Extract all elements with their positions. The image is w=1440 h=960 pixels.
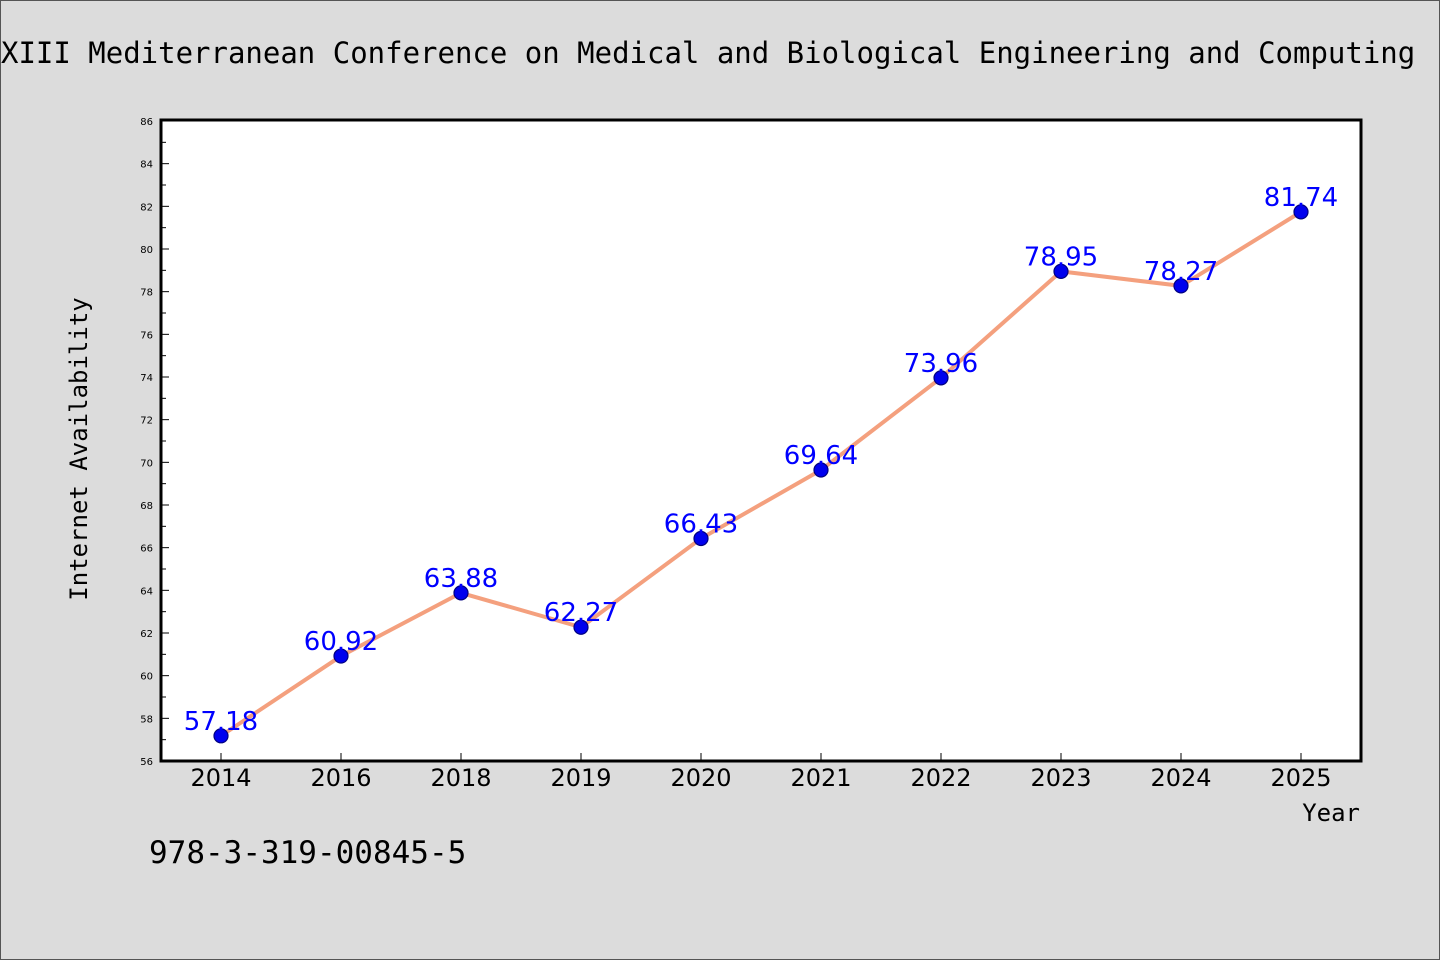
data-label: 73.96 xyxy=(904,349,978,379)
isbn-text: 978-3-319-00845-5 xyxy=(149,835,467,871)
y-tick-label: 74 xyxy=(140,373,153,384)
x-tick-label: 2020 xyxy=(670,764,731,792)
data-label: 62.27 xyxy=(544,598,618,628)
x-tick-label: 2014 xyxy=(190,764,251,792)
data-point-marker xyxy=(333,648,349,664)
y-tick-label: 62 xyxy=(140,629,153,640)
data-label: 66.43 xyxy=(664,509,738,539)
data-point-marker xyxy=(213,728,229,744)
data-label: 63.88 xyxy=(424,564,498,594)
series-line xyxy=(219,209,1303,738)
plot-area xyxy=(159,118,1363,763)
data-point-marker xyxy=(813,462,829,478)
markers-group xyxy=(213,204,1309,744)
y-axis: 56 58 60 62 64 66 68 70 72 74 76 78 80 82 84 86 xyxy=(140,117,169,768)
data-label: 57.18 xyxy=(184,707,258,737)
y-tick-label: 80 xyxy=(140,245,153,256)
data-label: 69.64 xyxy=(784,441,858,471)
x-tick-label: 2024 xyxy=(1150,764,1211,792)
data-point-marker xyxy=(933,370,949,386)
x-tick-label: 2023 xyxy=(1030,764,1091,792)
data-label: 60.92 xyxy=(304,627,378,657)
x-axis-label: Year xyxy=(1302,799,1360,827)
y-tick-label: 56 xyxy=(140,757,153,768)
y-tick-label: 86 xyxy=(140,117,153,128)
data-point-marker xyxy=(573,619,589,635)
y-tick-label: 70 xyxy=(140,458,153,469)
x-axis: 2014 2016 2018 2019 2020 2021 2022 2023 2024 2025 xyxy=(190,753,1332,792)
y-tick-label: 64 xyxy=(140,586,153,597)
data-labels-group: 57.18 60.92 63.88 62.27 66.43 69.64 73.96 78.95… xyxy=(184,183,1338,737)
y-tick-label: 82 xyxy=(140,202,153,213)
series-line-group xyxy=(219,209,1303,738)
y-tick-label: 66 xyxy=(140,544,153,555)
y-tick-label: 68 xyxy=(140,501,153,512)
x-tick-label: 2019 xyxy=(550,764,611,792)
data-label: 81.74 xyxy=(1264,183,1338,213)
data-point-marker xyxy=(1053,263,1069,279)
x-tick-label: 2022 xyxy=(910,764,971,792)
data-point-marker xyxy=(1173,278,1189,294)
x-tick-label: 2018 xyxy=(430,764,491,792)
x-tick-label: 2016 xyxy=(310,764,371,792)
y-tick-label: 84 xyxy=(140,160,153,171)
y-tick-label: 72 xyxy=(140,416,153,427)
data-point-marker xyxy=(453,585,469,601)
y-axis-label: Internet Availability xyxy=(65,297,93,600)
x-tick-label: 2025 xyxy=(1270,764,1331,792)
y-tick-label: 60 xyxy=(140,672,153,683)
data-label: 78.27 xyxy=(1144,257,1218,287)
y-tick-label: 76 xyxy=(140,330,153,341)
data-point-marker xyxy=(1293,204,1309,220)
y-tick-label: 58 xyxy=(140,714,153,725)
y-tick-label: 78 xyxy=(140,288,153,299)
data-point-marker xyxy=(693,530,709,547)
x-tick-label: 2021 xyxy=(790,764,851,792)
data-label: 78.95 xyxy=(1024,242,1098,272)
chart-title: XIII Mediterranean Conference on Medical… xyxy=(1,36,1416,70)
